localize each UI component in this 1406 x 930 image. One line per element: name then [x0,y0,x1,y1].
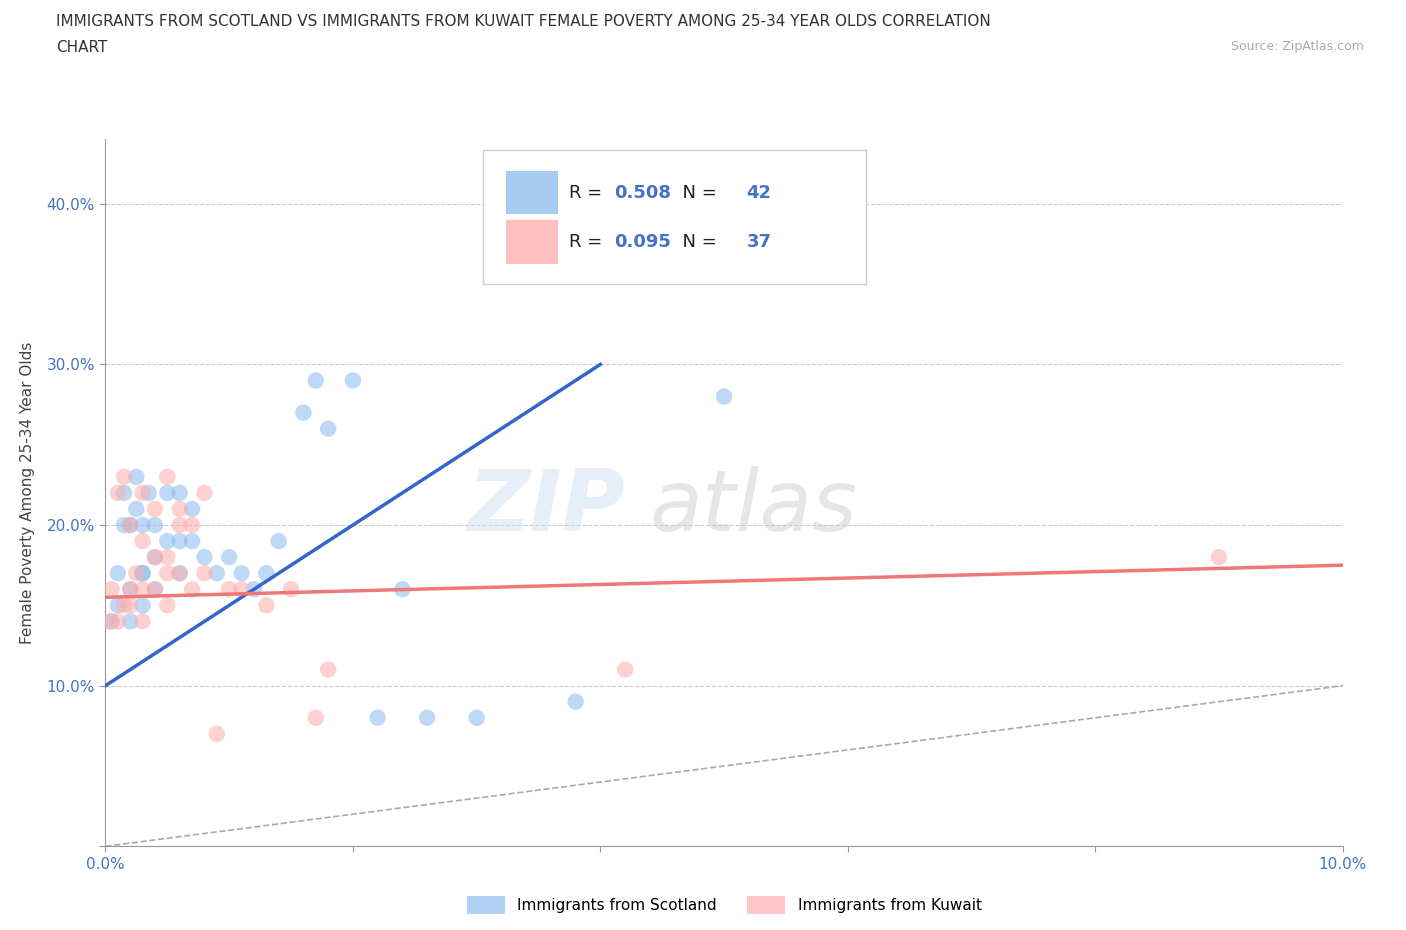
Text: Source: ZipAtlas.com: Source: ZipAtlas.com [1230,40,1364,53]
Point [205,726,228,741]
Point [267,534,290,549]
Point [169,565,191,580]
Point [316,421,339,436]
Point [112,518,135,533]
Point [391,582,413,597]
Point [100,582,122,597]
Text: CHART: CHART [56,40,108,55]
Point [181,518,204,533]
Text: N =: N = [671,183,723,202]
Text: R =: R = [569,233,609,251]
Point [120,614,142,629]
Point [107,565,129,580]
Point [120,582,142,597]
Point [131,518,153,533]
Point [100,614,122,629]
Point [181,582,204,597]
Y-axis label: Female Poverty Among 25-34 Year Olds: Female Poverty Among 25-34 Year Olds [21,341,35,644]
Text: 42: 42 [747,183,772,202]
Point [143,582,166,597]
Point [131,565,153,580]
Point [416,711,439,725]
Text: 0.508: 0.508 [614,183,671,202]
Point [143,550,166,565]
Point [316,662,339,677]
Text: IMMIGRANTS FROM SCOTLAND VS IMMIGRANTS FROM KUWAIT FEMALE POVERTY AMONG 25-34 YE: IMMIGRANTS FROM SCOTLAND VS IMMIGRANTS F… [56,14,991,29]
FancyBboxPatch shape [506,171,558,214]
Point [156,534,179,549]
Point [280,582,302,597]
Point [169,501,191,516]
Point [231,565,253,580]
Point [169,518,191,533]
Point [156,485,179,500]
Point [193,550,215,565]
Point [112,485,135,500]
Point [125,470,148,485]
Text: 37: 37 [747,233,772,251]
Point [143,518,166,533]
Point [131,614,153,629]
Point [156,565,179,580]
Point [614,662,637,677]
Point [1208,550,1230,565]
Point [254,565,277,580]
Point [254,598,277,613]
FancyBboxPatch shape [482,150,866,285]
Point [243,582,266,597]
Point [156,598,179,613]
Point [143,550,166,565]
Point [120,518,142,533]
Point [138,485,160,500]
Point [120,518,142,533]
Point [305,373,328,388]
Point [112,598,135,613]
Point [107,598,129,613]
Point [131,534,153,549]
Text: R =: R = [569,183,609,202]
Point [205,565,228,580]
Point [465,711,488,725]
Point [107,485,129,500]
Point [120,582,142,597]
Text: ZIP: ZIP [467,466,626,549]
Text: 0.095: 0.095 [614,233,671,251]
Point [107,614,129,629]
Point [305,711,328,725]
Text: N =: N = [671,233,723,251]
Point [564,695,586,710]
Point [218,582,240,597]
Legend: Immigrants from Scotland, Immigrants from Kuwait: Immigrants from Scotland, Immigrants fro… [461,890,987,920]
Point [181,501,204,516]
Point [143,501,166,516]
Text: atlas: atlas [650,466,858,549]
Point [342,373,364,388]
Point [125,501,148,516]
Point [112,470,135,485]
FancyBboxPatch shape [506,220,558,263]
Point [169,534,191,549]
Point [125,565,148,580]
Point [131,582,153,597]
Point [218,550,240,565]
Point [131,598,153,613]
Point [292,405,315,420]
Point [156,470,179,485]
Point [169,485,191,500]
Point [131,565,153,580]
Point [231,582,253,597]
Point [193,565,215,580]
Point [156,550,179,565]
Point [169,565,191,580]
Point [143,582,166,597]
Point [193,485,215,500]
Point [713,389,735,404]
Point [367,711,389,725]
Point [98,614,121,629]
Point [131,485,153,500]
Point [181,534,204,549]
Point [120,598,142,613]
